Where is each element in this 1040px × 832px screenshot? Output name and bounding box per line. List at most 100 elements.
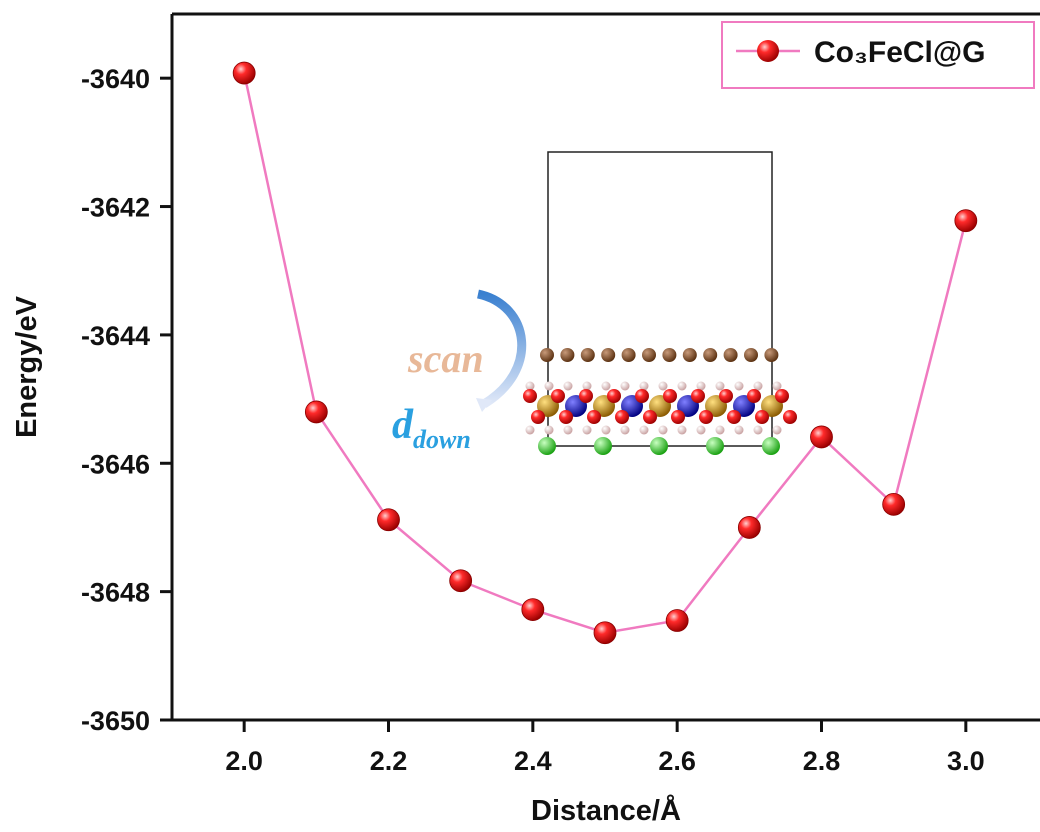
o-atom bbox=[755, 410, 769, 424]
carbon-atom bbox=[540, 348, 554, 362]
data-point bbox=[449, 569, 473, 593]
h-atom bbox=[601, 381, 611, 391]
data-point bbox=[954, 209, 978, 233]
y-tick-label: -3642 bbox=[81, 193, 150, 223]
o-atom bbox=[699, 410, 713, 424]
data-point bbox=[377, 508, 400, 532]
o-atom bbox=[579, 389, 593, 403]
o-atom bbox=[747, 389, 761, 403]
h-atom bbox=[753, 381, 763, 391]
annotation-scan: scan bbox=[407, 336, 484, 381]
carbon-atom bbox=[642, 348, 656, 362]
h-atom bbox=[525, 381, 535, 391]
data-point bbox=[232, 61, 256, 85]
y-tick-label: -3648 bbox=[81, 578, 150, 608]
x-tick-label: 2.2 bbox=[370, 746, 408, 776]
o-atom bbox=[775, 389, 789, 403]
o-atom bbox=[587, 410, 601, 424]
data-point bbox=[810, 425, 833, 449]
y-tick-label: -3646 bbox=[81, 449, 150, 479]
o-atom bbox=[615, 410, 629, 424]
cl-atom bbox=[650, 437, 668, 455]
o-atom bbox=[671, 410, 685, 424]
legend-marker bbox=[757, 40, 779, 62]
cl-atom bbox=[594, 437, 612, 455]
o-atom bbox=[551, 389, 565, 403]
annotation-d-main: d bbox=[392, 402, 414, 448]
cl-atom bbox=[538, 437, 556, 455]
legend: Co₃FeCl@G bbox=[721, 21, 1035, 89]
o-atom bbox=[691, 389, 705, 403]
scan-arrow-head bbox=[476, 398, 492, 412]
x-tick-label: 2.6 bbox=[658, 746, 696, 776]
cl-atom bbox=[706, 437, 724, 455]
o-atom bbox=[727, 410, 741, 424]
y-axis-title: Energy/eV bbox=[11, 295, 43, 437]
h-atom bbox=[525, 425, 535, 435]
h-atom bbox=[563, 381, 573, 391]
carbon-atom bbox=[744, 348, 758, 362]
h-atom bbox=[601, 425, 611, 435]
data-point bbox=[737, 516, 761, 539]
data-point bbox=[521, 598, 545, 622]
x-axis-title: Distance/Å bbox=[531, 794, 681, 827]
o-atom bbox=[523, 389, 537, 403]
h-atom bbox=[582, 381, 592, 391]
h-atom bbox=[620, 425, 630, 435]
h-atom bbox=[696, 425, 706, 435]
h-atom bbox=[734, 425, 744, 435]
carbon-atom bbox=[621, 348, 636, 362]
h-atom bbox=[563, 425, 573, 435]
o-atom bbox=[531, 410, 545, 424]
annotation-d: ddown bbox=[392, 402, 471, 454]
x-tick-label: 3.0 bbox=[947, 746, 985, 776]
y-tick-label: -3650 bbox=[81, 706, 150, 736]
data-point bbox=[882, 492, 906, 516]
h-atom bbox=[677, 425, 687, 435]
h-atom bbox=[677, 381, 687, 391]
h-atom bbox=[696, 381, 706, 391]
o-atom bbox=[607, 389, 621, 403]
h-atom bbox=[544, 425, 554, 435]
o-atom bbox=[663, 389, 677, 403]
x-tick-label: 2.0 bbox=[225, 746, 263, 776]
data-point bbox=[665, 609, 689, 632]
x-tick-label: 2.8 bbox=[803, 746, 841, 776]
o-atom bbox=[635, 389, 649, 403]
h-atom bbox=[639, 381, 649, 391]
h-atom bbox=[772, 381, 782, 391]
h-atom bbox=[715, 425, 725, 435]
h-atom bbox=[772, 425, 782, 435]
h-atom bbox=[734, 381, 744, 391]
carbon-atom bbox=[703, 348, 718, 362]
h-atom bbox=[620, 381, 630, 391]
legend-label: Co₃FeCl@G bbox=[814, 36, 985, 69]
carbon-atom bbox=[764, 348, 779, 362]
h-atom bbox=[715, 381, 725, 391]
h-atom bbox=[658, 425, 668, 435]
o-atom bbox=[783, 410, 797, 424]
carbon-atom bbox=[682, 348, 697, 362]
carbon-atom bbox=[601, 348, 616, 362]
carbon-atom bbox=[662, 348, 677, 362]
h-atom bbox=[753, 425, 763, 435]
structure-inset bbox=[476, 151, 797, 455]
carbon-atom bbox=[723, 348, 738, 362]
carbon-atom bbox=[560, 348, 575, 362]
annotation-d-sub: down bbox=[413, 425, 471, 454]
scan-arrow bbox=[476, 289, 527, 408]
x-tick-label: 2.4 bbox=[514, 746, 552, 776]
o-atom bbox=[559, 410, 573, 424]
h-atom bbox=[658, 381, 668, 391]
o-atom bbox=[719, 389, 733, 403]
o-atom bbox=[643, 410, 657, 424]
carbon-atom bbox=[580, 348, 595, 362]
data-point bbox=[304, 400, 328, 424]
h-atom bbox=[582, 425, 592, 435]
cl-atom bbox=[762, 437, 780, 455]
y-tick-label: -3644 bbox=[81, 321, 150, 351]
h-atom bbox=[639, 425, 649, 435]
data-point bbox=[593, 621, 617, 645]
h-atom bbox=[544, 381, 554, 391]
